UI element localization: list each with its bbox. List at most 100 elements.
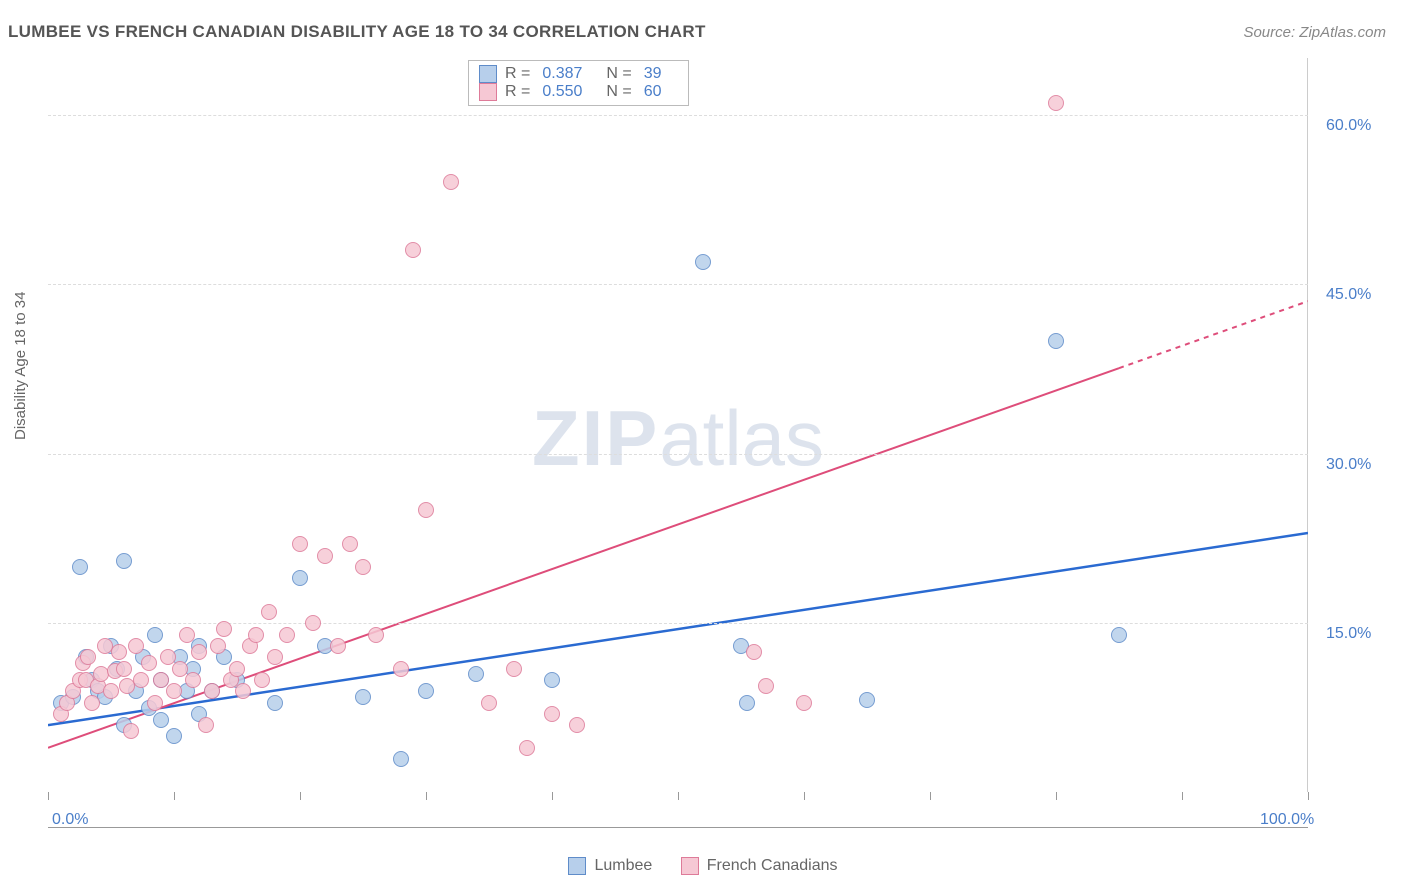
watermark: ZIPatlas [532, 392, 824, 483]
plot-right-border [1307, 58, 1308, 792]
scatter-point [147, 627, 163, 643]
x-tick-label: 0.0% [52, 811, 88, 829]
n-label: N = [606, 65, 631, 83]
swatch-lumbee [479, 65, 497, 83]
x-tick [426, 792, 427, 800]
scatter-point [405, 242, 421, 258]
gridline [48, 623, 1308, 624]
swatch-lumbee-bottom [568, 857, 586, 875]
x-tick [930, 792, 931, 800]
chart-container: LUMBEE VS FRENCH CANADIAN DISABILITY AGE… [0, 0, 1406, 892]
legend-label-lumbee: Lumbee [594, 857, 652, 875]
scatter-point [111, 644, 127, 660]
scatter-point [248, 627, 264, 643]
scatter-point [191, 644, 207, 660]
legend-label-french: French Canadians [707, 857, 838, 875]
stats-row-french: R = 0.550 N = 60 [479, 83, 678, 101]
x-tick [804, 792, 805, 800]
n-value-lumbee: 39 [644, 65, 662, 83]
scatter-point [128, 638, 144, 654]
scatter-point [544, 672, 560, 688]
y-tick-label: 15.0% [1326, 625, 1371, 643]
scatter-point [229, 661, 245, 677]
scatter-point [393, 751, 409, 767]
scatter-point [695, 254, 711, 270]
scatter-point [292, 536, 308, 552]
scatter-point [418, 683, 434, 699]
y-axis-label: Disability Age 18 to 34 [12, 292, 29, 440]
scatter-point [84, 695, 100, 711]
gridline [48, 284, 1308, 285]
scatter-point [254, 672, 270, 688]
scatter-point [1048, 333, 1064, 349]
scatter-point [355, 559, 371, 575]
scatter-point [481, 695, 497, 711]
scatter-point [468, 666, 484, 682]
scatter-point [179, 627, 195, 643]
x-tick [552, 792, 553, 800]
scatter-point [147, 695, 163, 711]
n-label: N = [606, 83, 631, 101]
x-tick [48, 792, 49, 800]
scatter-point [216, 621, 232, 637]
scatter-point [1111, 627, 1127, 643]
r-value-french: 0.550 [542, 83, 582, 101]
scatter-point [185, 672, 201, 688]
watermark-light: atlas [659, 393, 824, 481]
scatter-point [355, 689, 371, 705]
trend-lines-svg [48, 58, 1308, 827]
scatter-point [267, 695, 283, 711]
x-tick [1182, 792, 1183, 800]
scatter-point [153, 712, 169, 728]
r-label: R = [505, 65, 530, 83]
scatter-point [210, 638, 226, 654]
scatter-point [235, 683, 251, 699]
scatter-point [859, 692, 875, 708]
scatter-point [72, 559, 88, 575]
scatter-point [342, 536, 358, 552]
scatter-point [116, 553, 132, 569]
gridline [48, 115, 1308, 116]
watermark-bold: ZIP [532, 393, 659, 481]
swatch-french-bottom [681, 857, 699, 875]
stats-row-lumbee: R = 0.387 N = 39 [479, 65, 678, 83]
scatter-point [103, 683, 119, 699]
scatter-point [758, 678, 774, 694]
r-label: R = [505, 83, 530, 101]
x-tick [1056, 792, 1057, 800]
scatter-point [204, 683, 220, 699]
scatter-point [116, 661, 132, 677]
plot-area: ZIPatlas R = 0.387 N = 39 R = 0.550 N = … [48, 58, 1308, 828]
scatter-point [292, 570, 308, 586]
y-tick-label: 60.0% [1326, 117, 1371, 135]
x-tick [1308, 792, 1309, 800]
y-tick-label: 45.0% [1326, 286, 1371, 304]
scatter-point [166, 683, 182, 699]
scatter-point [80, 649, 96, 665]
scatter-point [1048, 95, 1064, 111]
bottom-legend: Lumbee French Canadians [0, 857, 1406, 880]
scatter-point [418, 502, 434, 518]
scatter-point [305, 615, 321, 631]
scatter-point [739, 695, 755, 711]
legend-item-french: French Canadians [681, 857, 838, 875]
scatter-point [279, 627, 295, 643]
stats-legend: R = 0.387 N = 39 R = 0.550 N = 60 [468, 60, 689, 106]
scatter-point [393, 661, 409, 677]
gridline [48, 454, 1308, 455]
source-attribution: Source: ZipAtlas.com [1243, 24, 1386, 41]
n-value-french: 60 [644, 83, 662, 101]
chart-title: LUMBEE VS FRENCH CANADIAN DISABILITY AGE… [8, 22, 706, 42]
y-tick-label: 30.0% [1326, 456, 1371, 474]
scatter-point [141, 655, 157, 671]
x-tick-label: 100.0% [1260, 811, 1314, 829]
scatter-point [519, 740, 535, 756]
scatter-point [544, 706, 560, 722]
scatter-point [317, 548, 333, 564]
scatter-point [569, 717, 585, 733]
x-tick [300, 792, 301, 800]
r-value-lumbee: 0.387 [542, 65, 582, 83]
scatter-point [330, 638, 346, 654]
scatter-point [198, 717, 214, 733]
swatch-french [479, 83, 497, 101]
